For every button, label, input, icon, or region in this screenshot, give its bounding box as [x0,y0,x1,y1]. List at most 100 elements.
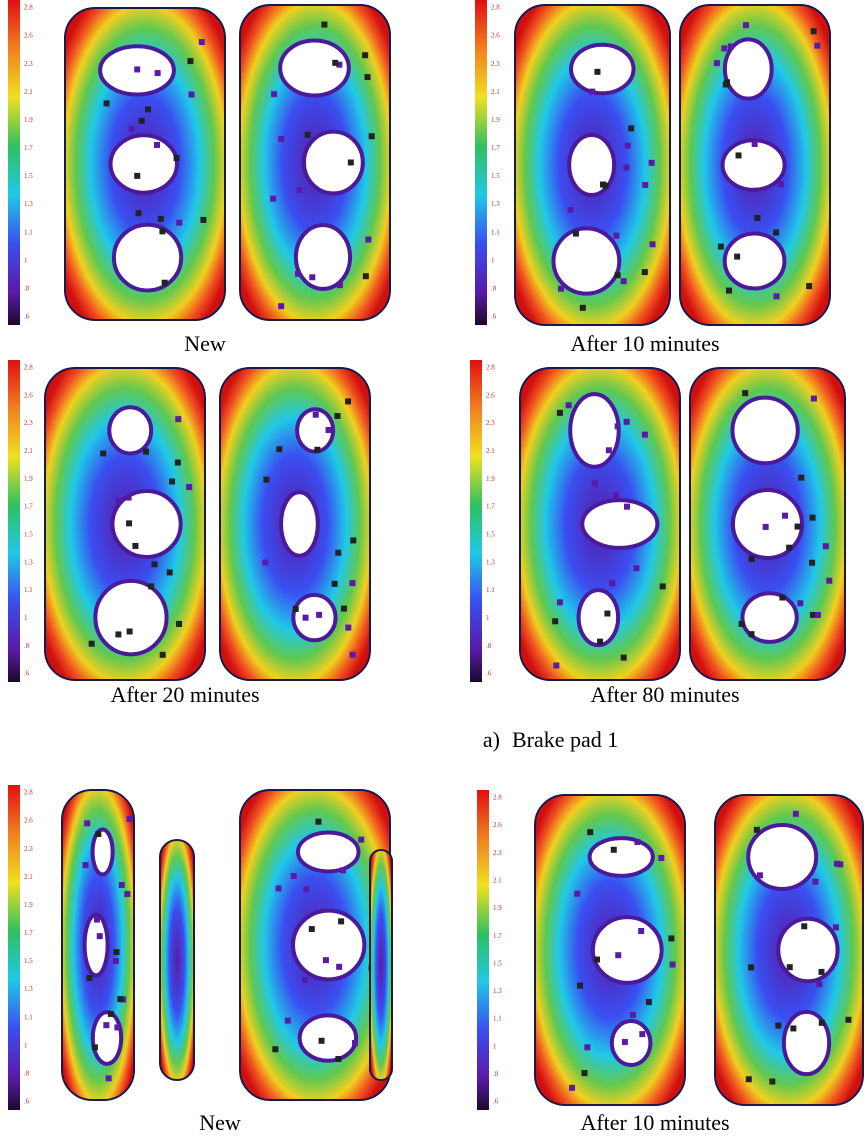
speck [315,819,321,825]
speck [154,142,160,148]
speck [775,1023,781,1029]
speck [779,595,785,601]
speck [743,22,749,28]
speck [650,241,656,247]
contact-gap [300,1015,356,1060]
colorbar-label: 1 [24,256,28,264]
speck [116,498,122,504]
speck [352,1040,358,1046]
speck [581,1070,587,1076]
speck [748,964,754,970]
speck [363,273,369,279]
speck [174,155,180,161]
colorbar-label: 1.5 [491,172,500,180]
speck [625,143,631,149]
speck [200,217,206,223]
speck [326,427,332,433]
speck [658,855,664,861]
speck [615,423,621,429]
speck [278,303,284,309]
speck [557,410,563,416]
speck [833,924,839,930]
speck [763,524,769,530]
speck [303,615,309,621]
speck [349,580,355,586]
speck [340,867,346,873]
speck [143,449,149,455]
figure: a) Brake pad 1 2.82.62.32.11.91.71.51.31… [0,0,867,1141]
speck [718,244,724,250]
speck [262,560,268,566]
contact-gap [723,140,785,190]
speck [169,479,175,485]
speck [296,187,302,193]
speck [613,233,619,239]
speck [773,230,779,236]
colorbar-label: 2.8 [24,364,33,372]
speck [365,74,371,80]
contact-gap [298,833,359,872]
speck [167,569,173,575]
colorbar-label: .6 [24,313,30,321]
speck [139,118,145,124]
speck [642,432,648,438]
speck [369,133,375,139]
speck [145,106,151,112]
speck [594,957,600,963]
caption: After 20 minutes [110,682,259,707]
caption: After 10 minutes [570,331,719,356]
pressure-map [370,850,392,1080]
speck [742,390,748,396]
speck [574,891,580,897]
contact-gap [95,581,166,654]
colorbar-label: .8 [491,285,497,293]
speck [577,983,583,989]
colorbar-label: 1.3 [486,558,495,566]
speck [552,618,558,624]
speck [815,612,821,618]
speck [778,181,784,187]
speck [89,641,95,647]
speck [84,820,90,826]
speck [132,543,138,549]
speck [159,228,165,234]
speck [136,210,142,216]
colorbar-label: 1.1 [24,228,33,236]
colorbar-label: 1.3 [493,987,502,995]
speck [752,141,758,147]
colorbar-label: 2.6 [493,821,502,829]
speck [305,132,311,138]
colorbar-label: 1.9 [486,475,495,483]
speck [558,286,564,292]
speck [646,999,652,1005]
colorbar-label: 2.3 [493,849,502,857]
colorbar-label: 2.3 [24,60,33,68]
contact-gap [570,394,618,467]
colorbar-label: 2.8 [24,4,33,12]
speck [823,543,829,549]
pressure-map [160,840,194,1080]
speck [313,412,319,418]
speck [186,484,192,490]
speck [319,1038,325,1044]
colorbar-label: 1.3 [491,200,500,208]
speck [714,60,720,66]
colorbar-label: 2.3 [24,419,33,427]
colorbar-label: 1.1 [493,1015,502,1023]
speck [573,231,579,237]
contact-gap [114,225,181,291]
speck [291,873,297,879]
speck [736,152,742,158]
speck [316,612,322,618]
speck [580,305,586,311]
caption: New [199,1110,241,1135]
caption: After 80 minutes [590,682,739,707]
speck [151,561,157,567]
colorbar-label: .8 [24,285,30,293]
speck [117,996,123,1002]
subcaption-text: Brake pad 1 [512,727,618,752]
contact-gap [85,915,108,976]
speck [668,935,674,941]
speck [624,419,630,425]
speck [114,1024,120,1030]
